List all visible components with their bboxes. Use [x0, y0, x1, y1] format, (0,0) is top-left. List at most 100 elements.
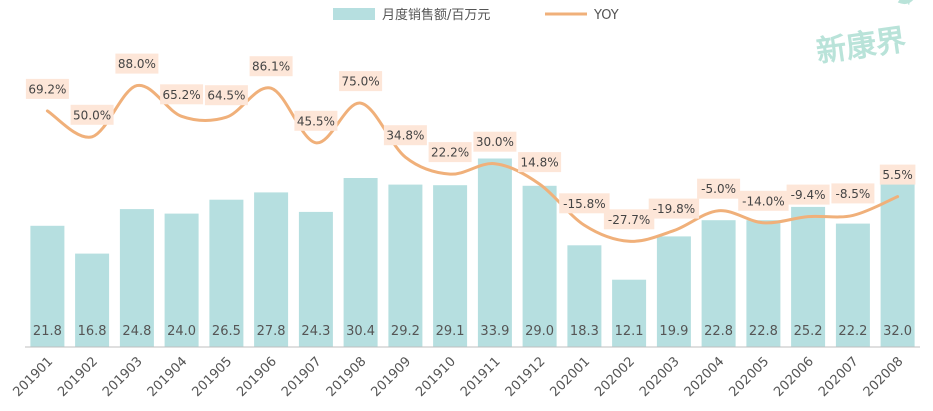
bar-201908	[343, 178, 378, 347]
yoy-label-text: -14.0%	[742, 194, 784, 208]
bar-202004	[701, 220, 736, 347]
bar-202007	[835, 223, 870, 347]
bar-value-labels: 21.8 16.8 24.8 24.0 26.5 27.8 24.3 30.4 29.2 29.1…	[33, 324, 912, 339]
yoy-label-text: 65.2%	[163, 88, 201, 102]
yoy-label-text: 75.0%	[342, 75, 380, 89]
bar-value-label-201909: 29.2	[391, 324, 420, 339]
yoy-label-201907: 45.5%	[294, 110, 338, 131]
yoy-label-201908: 75.0%	[339, 71, 383, 92]
bar-value-label-202006: 25.2	[794, 324, 823, 339]
bar-201902	[75, 253, 110, 347]
yoy-label-box	[428, 142, 472, 163]
bar-201904	[164, 213, 199, 347]
x-tick-202007: 202007	[816, 354, 862, 400]
bar-201907	[298, 211, 333, 347]
bar-201909	[388, 184, 423, 347]
yoy-label-box	[879, 164, 916, 185]
x-tick-201910: 201910	[413, 354, 459, 400]
bar-value-label-201907: 24.3	[301, 324, 330, 339]
yoy-label-201906: 86.1%	[249, 56, 293, 77]
yoy-label-202001: -15.8%	[559, 193, 610, 214]
yoy-label-box	[160, 84, 204, 105]
yoy-label-201910: 22.2%	[428, 142, 472, 163]
yoy-label-202003: -19.8%	[648, 198, 700, 219]
yoy-label-text: 45.5%	[297, 114, 335, 128]
x-tick-201909: 201909	[369, 354, 415, 400]
x-tick-202002: 202002	[592, 354, 638, 400]
yoy-label-text: 86.1%	[252, 60, 290, 74]
yoy-label-202008: 5.5%	[879, 164, 916, 185]
x-tick-202003: 202003	[637, 354, 683, 400]
yoy-label-box	[603, 209, 655, 230]
bar-value-label-202003: 19.9	[659, 324, 688, 339]
bar-value-label-201905: 26.5	[212, 324, 241, 339]
yoy-label-text: -27.7%	[608, 213, 650, 227]
yoy-label-box	[70, 104, 114, 125]
bar-value-label-201912: 29.0	[525, 324, 554, 339]
yoy-label-text: 34.8%	[386, 129, 424, 143]
bar-202005	[746, 220, 781, 347]
yoy-label-box	[831, 183, 875, 204]
yoy-label-201909: 34.8%	[383, 125, 427, 146]
x-tick-201912: 201912	[503, 354, 549, 400]
legend-line-label: YOY	[593, 8, 619, 23]
yoy-label-201912: 14.8%	[518, 152, 562, 173]
bar-202006	[791, 206, 826, 347]
yoy-label-202005: -14.0%	[738, 190, 789, 211]
yoy-label-box	[786, 184, 830, 205]
bar-202002	[612, 279, 647, 347]
bar-201905	[209, 199, 244, 347]
x-tick-201904: 201904	[145, 354, 191, 400]
watermark-leaf-icon	[897, 0, 917, 5]
yoy-label-201904: 65.2%	[160, 84, 204, 105]
yoy-label-box	[648, 198, 700, 219]
yoy-label-202002: -27.7%	[603, 209, 655, 230]
yoy-label-box	[738, 190, 789, 211]
x-tick-201906: 201906	[234, 354, 280, 400]
x-tick-201907: 201907	[279, 354, 325, 400]
bar-value-label-201901: 21.8	[33, 324, 62, 339]
yoy-label-text: -5.0%	[701, 182, 736, 196]
yoy-label-box	[697, 178, 741, 199]
x-tick-202006: 202006	[771, 354, 817, 400]
x-tick-202001: 202001	[548, 354, 594, 400]
yoy-label-202007: -8.5%	[831, 183, 875, 204]
yoy-label-201911: 30.0%	[473, 131, 517, 152]
bar-202001	[567, 245, 602, 347]
legend-bar-swatch	[333, 8, 375, 20]
x-tick-202008: 202008	[861, 354, 907, 400]
yoy-label-202004: -5.0%	[697, 178, 741, 199]
bar-value-label-202008: 32.0	[883, 324, 912, 339]
yoy-label-text: 22.2%	[431, 146, 469, 160]
bar-value-label-202002: 12.1	[615, 324, 644, 339]
yoy-label-text: 5.5%	[882, 168, 913, 182]
watermark: 新康界	[814, 0, 917, 70]
watermark-logo: 新康界	[814, 23, 908, 70]
x-tick-201905: 201905	[190, 354, 236, 400]
bar-value-label-201903: 24.8	[122, 324, 151, 339]
legend: 月度销售额/百万元 YOY	[333, 7, 619, 23]
yoy-label-text: 14.8%	[521, 156, 559, 170]
bar-value-label-201904: 24.0	[167, 324, 196, 339]
yoy-label-box	[473, 131, 517, 152]
bar-201910	[433, 185, 468, 347]
yoy-label-box	[249, 56, 293, 77]
bars	[30, 158, 915, 347]
yoy-label-202006: -9.4%	[786, 184, 830, 205]
x-tick-202005: 202005	[727, 354, 773, 400]
yoy-label-box	[559, 193, 610, 214]
yoy-label-201901: 69.2%	[25, 78, 69, 99]
bar-value-label-201906: 27.8	[257, 324, 286, 339]
x-tick-201902: 201902	[55, 354, 101, 400]
yoy-label-box	[339, 71, 383, 92]
yoy-label-text: -9.4%	[791, 188, 826, 202]
yoy-label-box	[204, 85, 248, 106]
yoy-label-text: -8.5%	[835, 187, 870, 201]
bar-202003	[656, 236, 691, 347]
bar-201911	[477, 158, 512, 347]
x-tick-202004: 202004	[682, 354, 728, 400]
x-tick-201908: 201908	[324, 354, 370, 400]
